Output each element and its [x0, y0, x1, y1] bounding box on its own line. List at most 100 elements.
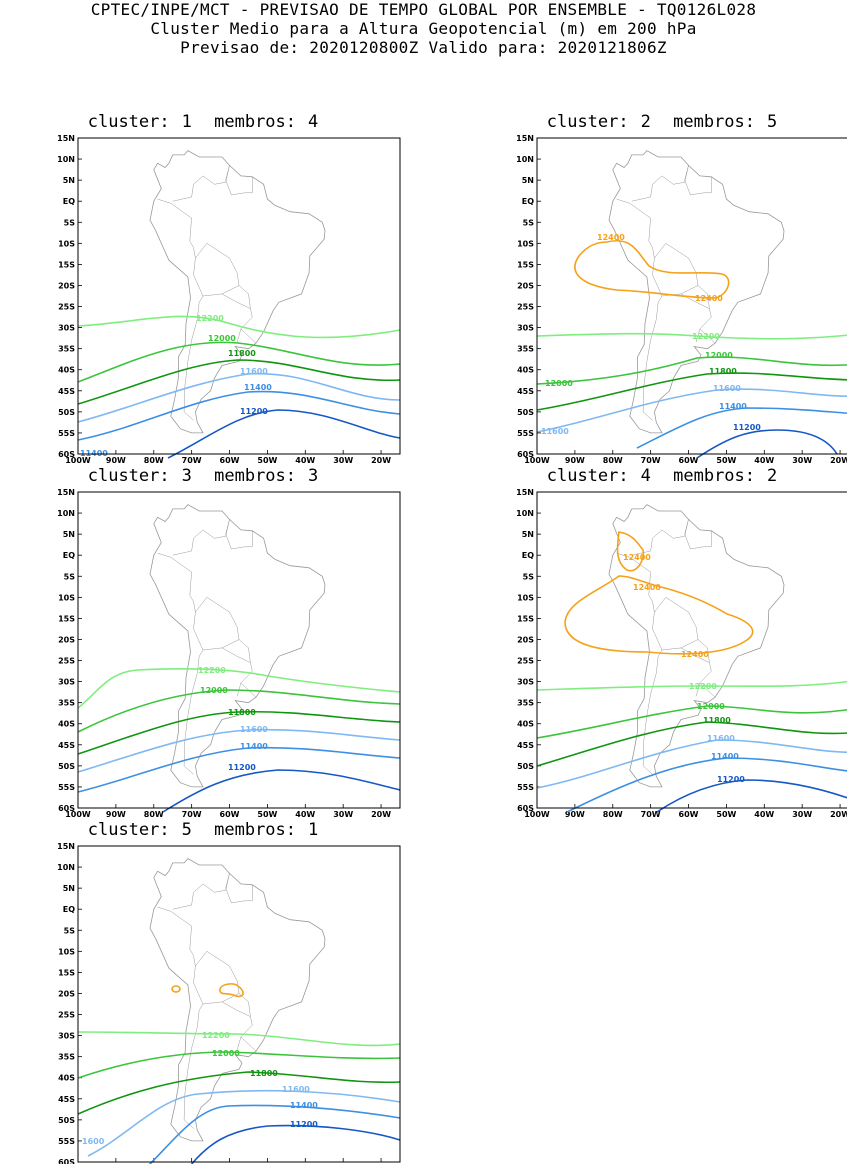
- lat-tick-label: 5S: [64, 218, 76, 227]
- contour-label-12000: 12000: [697, 702, 725, 711]
- lat-tick-label: 10N: [57, 509, 75, 518]
- members-label: membros:: [214, 820, 296, 840]
- lat-tick-label: 15S: [58, 260, 75, 269]
- lon-tick-label: 40W: [295, 810, 315, 819]
- lat-tick-label: 5S: [64, 926, 76, 935]
- contour-label-12200: 12200: [196, 314, 224, 323]
- map-svg-2: 15N10N5NEQ5S10S15S20S25S30S35S40S45S50S5…: [497, 136, 847, 456]
- lat-tick-label: EQ: [522, 197, 534, 206]
- lat-tick-label: 35S: [517, 699, 534, 708]
- contour-12400-north: [617, 532, 643, 571]
- contour-11800: [78, 712, 400, 754]
- lon-tick-label: 20W: [830, 456, 847, 465]
- lat-tick-label: 30S: [58, 324, 75, 333]
- lat-tick-label: 20S: [58, 989, 75, 998]
- lat-tick-label: 25S: [58, 657, 75, 666]
- lat-tick-label: 55S: [517, 429, 534, 438]
- contour-11800: [78, 1072, 400, 1114]
- lat-tick-label: 15N: [57, 842, 75, 851]
- lat-tick-label: 35S: [58, 345, 75, 354]
- lon-tick-label: 90W: [565, 456, 585, 465]
- contour-label-11600-edge: 11600: [541, 427, 569, 436]
- lon-tick-label: 80W: [144, 810, 164, 819]
- contour-11200: [168, 410, 400, 458]
- contour-11600: [537, 389, 847, 432]
- lon-tick-label: 70W: [641, 456, 661, 465]
- lon-tick-label: 30W: [333, 810, 353, 819]
- lat-tick-label: 20S: [517, 635, 534, 644]
- contour-label-11400: 11400: [240, 742, 268, 751]
- contour-label-12400-a: 12400: [623, 553, 651, 562]
- lat-tick-label: 15N: [57, 488, 75, 497]
- members-number: 4: [308, 112, 318, 132]
- map-frame: [537, 138, 847, 454]
- header-line-3: Previsao de: 2020120800Z Valido para: 20…: [0, 38, 847, 57]
- lat-tick-label: 45S: [517, 387, 534, 396]
- contour-11400: [78, 392, 400, 440]
- lon-tick-label: 20W: [830, 810, 847, 819]
- cluster-label: cluster:: [88, 112, 170, 132]
- lat-tick-label: 35S: [58, 1053, 75, 1062]
- contour-11400: [567, 758, 847, 812]
- contour-12200: [78, 669, 400, 708]
- lat-tick-label: 45S: [58, 741, 75, 750]
- lat-tick-label: 50S: [517, 408, 534, 417]
- lat-tick-label: 30S: [517, 324, 534, 333]
- lat-tick-label: 15S: [58, 614, 75, 623]
- contour-11200: [657, 780, 847, 812]
- contour-label-11800: 11800: [250, 1069, 278, 1078]
- map-svg-3: 15N10N5NEQ5S10S15S20S25S30S35S40S45S50S5…: [38, 490, 398, 810]
- lat-tick-label: EQ: [63, 551, 75, 560]
- lat-tick-label: 45S: [58, 387, 75, 396]
- lat-tick-label: 30S: [517, 678, 534, 687]
- panel-title-1: cluster: 1 membros: 4: [38, 112, 368, 132]
- country-borders: [158, 873, 256, 1128]
- contour-label-11400: 11400: [719, 402, 747, 411]
- lon-tick-label: 100W: [524, 456, 550, 465]
- panel-title-4: cluster:4 membros:2: [497, 466, 827, 486]
- lat-tick-label: 5S: [523, 572, 535, 581]
- lat-tick-label: 25S: [517, 303, 534, 312]
- contour-label-12400-a: 12400: [597, 233, 625, 242]
- lon-tick-label: 60W: [220, 810, 240, 819]
- members-number: 2: [767, 466, 777, 486]
- lon-tick-label: 50W: [716, 810, 736, 819]
- lat-tick-label: 30S: [58, 1032, 75, 1041]
- lon-tick-label: 30W: [792, 456, 812, 465]
- contour-label-11600: 11600: [240, 367, 268, 376]
- lon-tick-label: 70W: [182, 456, 202, 465]
- contour-11600: [78, 374, 400, 422]
- lat-tick-label: 50S: [58, 762, 75, 771]
- contour-label-12200: 12200: [202, 1031, 230, 1040]
- lat-tick-label: 45S: [517, 741, 534, 750]
- contour-label-12200: 12200: [198, 666, 226, 675]
- lon-tick-label: 50W: [716, 456, 736, 465]
- cluster-number: 1: [182, 112, 192, 132]
- contour-label-12400-b: 12400: [633, 583, 661, 592]
- contour-11200: [190, 1126, 400, 1164]
- members-label: membros:: [214, 112, 296, 132]
- lat-tick-label: 45S: [58, 1095, 75, 1104]
- lon-tick-label: 90W: [106, 810, 126, 819]
- contour-label-12000: 12000: [200, 686, 228, 695]
- lat-tick-label: 15S: [517, 614, 534, 623]
- members-number: 1: [308, 820, 318, 840]
- contour-label-11800: 11800: [703, 716, 731, 725]
- contour-label-12400-c: 12400: [681, 650, 709, 659]
- contour-label-12000: 12000: [212, 1049, 240, 1058]
- contour-label-11600: 11600: [707, 734, 735, 743]
- south-america-coastline: [150, 859, 325, 1141]
- contour-label-11600: 11600: [240, 725, 268, 734]
- members-number: 5: [767, 112, 777, 132]
- contour-11600: [88, 1091, 400, 1156]
- members-label: membros:: [673, 112, 755, 132]
- contour-12000: [537, 706, 847, 738]
- lat-tick-label: 15N: [516, 488, 534, 497]
- lat-tick-label: 55S: [58, 1137, 75, 1146]
- contour-label-11600: 11600: [282, 1085, 310, 1094]
